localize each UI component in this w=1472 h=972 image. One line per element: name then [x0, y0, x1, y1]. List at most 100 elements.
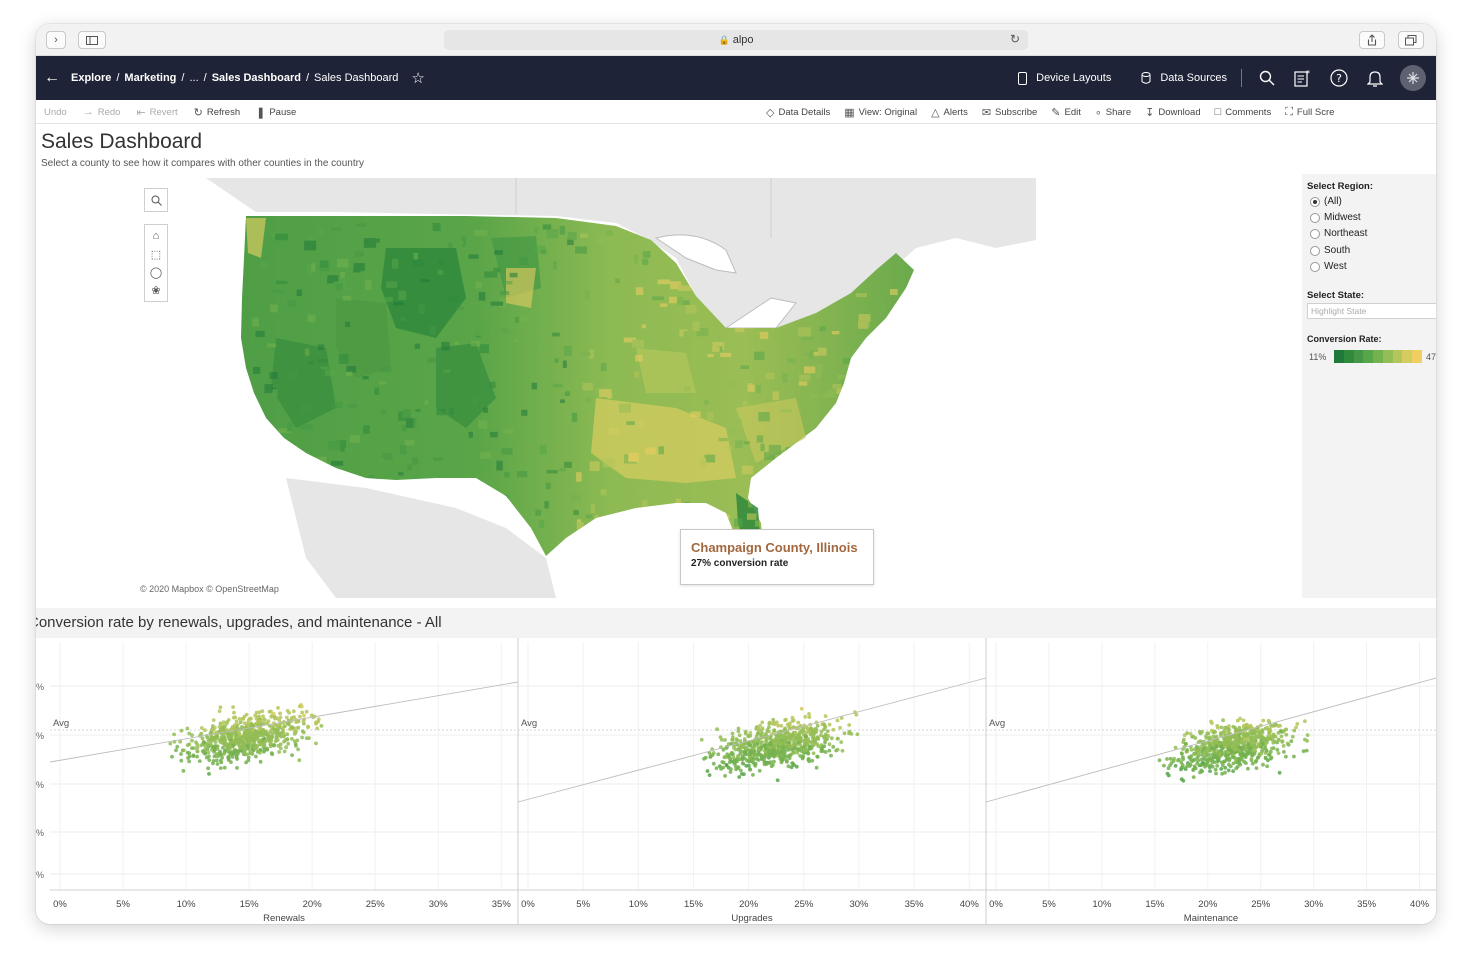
scatter-point[interactable] — [710, 753, 715, 757]
scatter-point[interactable] — [1256, 734, 1261, 739]
scatter-point[interactable] — [218, 727, 223, 732]
highlight-state-input[interactable]: Highlight State — [1307, 303, 1436, 319]
scatter-point[interactable] — [199, 731, 204, 736]
region-option-south[interactable]: South — [1310, 245, 1350, 256]
scatter-point[interactable] — [815, 723, 820, 728]
scatter-point[interactable] — [744, 745, 749, 750]
scatter-point[interactable] — [249, 751, 254, 755]
scatter-point[interactable] — [235, 766, 239, 770]
scatter-point[interactable] — [1199, 763, 1203, 768]
scatter-point[interactable] — [1233, 757, 1238, 762]
scatter-point[interactable] — [253, 713, 258, 718]
scatter-point[interactable] — [187, 759, 192, 764]
scatter-point[interactable] — [1295, 722, 1300, 726]
scatter-point[interactable] — [835, 747, 840, 752]
scatter-point[interactable] — [1235, 736, 1240, 740]
scatter-point[interactable] — [1219, 767, 1224, 771]
scatter-point[interactable] — [1231, 724, 1236, 729]
scatter-point[interactable] — [756, 731, 761, 736]
scatter-point[interactable] — [819, 733, 823, 738]
scatter-point[interactable] — [847, 729, 852, 734]
scatter-point[interactable] — [1173, 764, 1178, 768]
region-option-west[interactable]: West — [1310, 261, 1347, 272]
scatter-point[interactable] — [213, 744, 218, 748]
scatter-point[interactable] — [1279, 729, 1283, 734]
scatter-point[interactable] — [747, 755, 752, 760]
scatter-point[interactable] — [250, 727, 255, 732]
scatter-point[interactable] — [1263, 755, 1268, 760]
scatter-point[interactable] — [281, 734, 286, 739]
scatter-point[interactable] — [758, 723, 762, 728]
scatter-point[interactable] — [1187, 764, 1192, 768]
scatter-point[interactable] — [714, 766, 719, 771]
scatter-point[interactable] — [772, 743, 776, 748]
scatter-point[interactable] — [737, 733, 742, 738]
scatter-point[interactable] — [1285, 741, 1290, 746]
scatter-point[interactable] — [1261, 736, 1266, 740]
scatter-point[interactable] — [249, 716, 253, 721]
scatter-point[interactable] — [245, 744, 250, 748]
scatter-point[interactable] — [1166, 773, 1171, 778]
scatter-point[interactable] — [187, 742, 192, 747]
scatter-point[interactable] — [1204, 734, 1208, 739]
scatter-point[interactable] — [213, 740, 218, 744]
scatter-point[interactable] — [1209, 728, 1214, 733]
scatter-point[interactable] — [736, 726, 741, 731]
scatter-point[interactable] — [207, 758, 212, 762]
scatter-point[interactable] — [1277, 770, 1282, 775]
scatter-point[interactable] — [300, 710, 304, 715]
scatter-point[interactable] — [229, 735, 233, 739]
scatter-point[interactable] — [269, 709, 273, 714]
scatter-point[interactable] — [178, 739, 183, 744]
scatter-point[interactable] — [1215, 764, 1220, 768]
scatter-point[interactable] — [728, 770, 733, 774]
scatter-point[interactable] — [234, 719, 239, 724]
scatter-point[interactable] — [1196, 750, 1201, 755]
scatter-point[interactable] — [1206, 731, 1211, 736]
radial-select-icon[interactable]: ◯ — [149, 266, 163, 279]
scatter-point[interactable] — [294, 726, 298, 731]
scatter-point[interactable] — [1236, 740, 1241, 745]
scatter-point[interactable] — [804, 748, 808, 753]
scatter-point[interactable] — [854, 712, 859, 717]
scatter-point[interactable] — [237, 730, 241, 734]
scatter-point[interactable] — [788, 753, 792, 758]
scatter-point[interactable] — [1289, 739, 1294, 744]
scatter-point[interactable] — [1227, 724, 1231, 728]
scatter-point[interactable] — [827, 748, 832, 753]
region-option-all[interactable]: (All) — [1310, 196, 1342, 207]
scatter-point[interactable] — [1177, 757, 1181, 762]
scatter-point[interactable] — [1189, 748, 1194, 752]
scatter-point[interactable] — [273, 739, 278, 744]
scatter-point[interactable] — [758, 741, 763, 746]
scatter-point[interactable] — [239, 738, 244, 743]
scatter-point[interactable] — [251, 741, 256, 745]
scatter-point[interactable] — [304, 736, 309, 741]
scatter-point[interactable] — [855, 732, 860, 737]
scatter-point[interactable] — [815, 755, 820, 759]
scatter-point[interactable] — [775, 778, 780, 783]
scatter-point[interactable] — [1303, 737, 1307, 742]
scatter-point[interactable] — [779, 723, 784, 728]
reload-icon[interactable]: ↻ — [1009, 32, 1020, 46]
scatter-point[interactable] — [285, 732, 290, 737]
scatter-point[interactable] — [1221, 736, 1226, 741]
scatter-point[interactable] — [1189, 754, 1194, 759]
scatter-point[interactable] — [316, 719, 320, 724]
scatter-point[interactable] — [847, 723, 852, 727]
scatter-point[interactable] — [261, 721, 266, 726]
scatter-point[interactable] — [229, 760, 233, 764]
scatter-point[interactable] — [271, 712, 276, 716]
scatter-point[interactable] — [805, 739, 810, 743]
scatter-point[interactable] — [1212, 749, 1216, 754]
scatter-point[interactable] — [743, 731, 748, 736]
scatter-point[interactable] — [284, 745, 288, 750]
scatter-point[interactable] — [219, 752, 224, 757]
scatter-point[interactable] — [203, 751, 208, 756]
scatter-point[interactable] — [792, 763, 796, 767]
scatter-point[interactable] — [1205, 763, 1210, 767]
scatter-point[interactable] — [1197, 730, 1202, 734]
scatter-point[interactable] — [243, 734, 247, 738]
scatter-point[interactable] — [1210, 760, 1215, 764]
scatter-point[interactable] — [736, 729, 741, 734]
